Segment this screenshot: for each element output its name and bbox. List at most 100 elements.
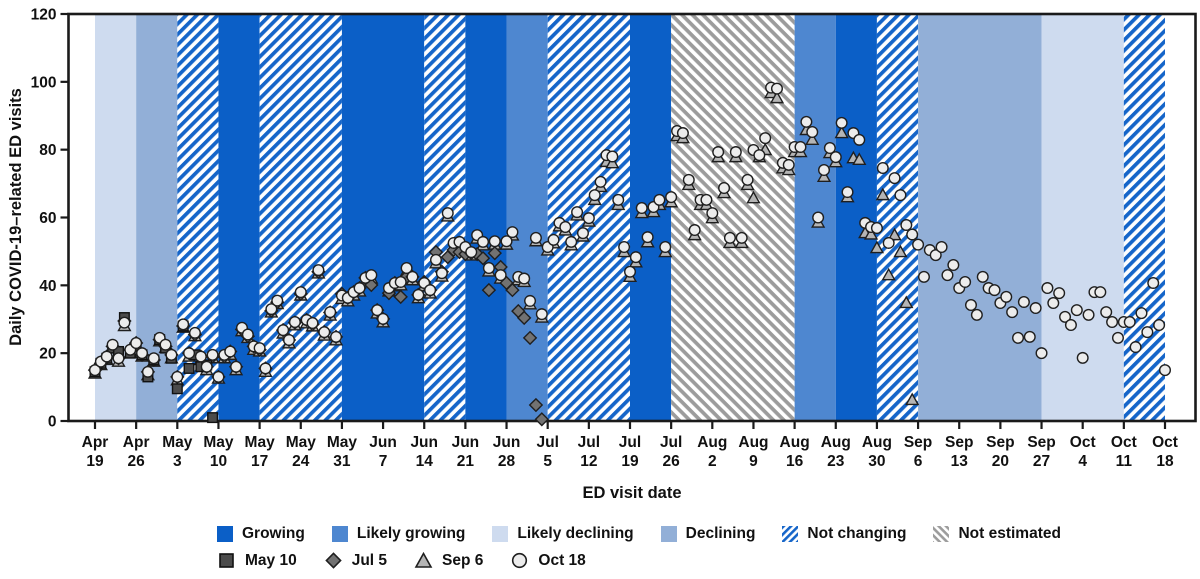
point-circle: [482, 262, 495, 275]
point-circle: [429, 253, 442, 266]
point-square: [183, 362, 195, 374]
point-circle: [870, 222, 883, 235]
point-triangle: [869, 240, 885, 254]
declining-swatch: [660, 525, 677, 542]
point-circle: [141, 365, 154, 378]
x-tick-label: Jul 19: [619, 434, 641, 470]
x-tick-label: Apr 19: [82, 434, 109, 470]
x-tick-label: Jun 28: [493, 434, 521, 470]
point-circle: [712, 146, 725, 159]
point-circle: [947, 258, 960, 271]
point-circle: [753, 149, 766, 162]
point-circle: [853, 133, 866, 146]
band-growing: [835, 14, 877, 421]
point-circle: [823, 141, 836, 154]
x-tick-label: Jul 12: [578, 434, 600, 470]
chart-legend: Growing Likely growing Likely declining Dec…: [217, 520, 1061, 574]
point-circle: [1111, 331, 1124, 344]
point-circle: [1123, 315, 1136, 328]
band-not_changing: [1123, 14, 1165, 421]
band-likely_growing: [506, 14, 548, 421]
point-circle: [318, 326, 331, 339]
legend-item-declining: Declining: [660, 525, 755, 543]
point-circle: [118, 316, 131, 329]
point-circle: [177, 318, 190, 331]
point-circle: [1047, 296, 1060, 309]
point-circle: [206, 348, 219, 361]
point-diamond: [475, 250, 491, 266]
point-diamond: [393, 289, 408, 305]
point-circle: [306, 316, 319, 329]
point-circle: [224, 345, 237, 358]
x-tick-label: Sep 20: [986, 434, 1014, 470]
point-circle: [265, 303, 278, 316]
point-circle: [171, 370, 184, 383]
legend-label: Sep 6: [442, 551, 484, 569]
x-tick-label: Jul 26: [660, 434, 682, 470]
x-tick-label: May 24: [286, 434, 317, 470]
point-circle: [506, 226, 519, 239]
y-axis: 0 20 40 60 80 100 120: [31, 7, 69, 431]
point-triangle: [875, 187, 890, 201]
point-circle: [1006, 306, 1019, 319]
point-circle: [1100, 306, 1113, 319]
point-circle: [1129, 341, 1142, 354]
legend-label: Likely growing: [356, 524, 466, 542]
point-circle: [618, 241, 631, 254]
point-circle: [1064, 319, 1077, 332]
x-tick-label: Jul 5: [536, 434, 558, 470]
y-axis-title: Daily COVID-19–related ED visits: [7, 88, 25, 346]
point-triangle: [905, 392, 920, 406]
point-circle: [147, 352, 160, 365]
point-circle: [900, 218, 913, 231]
point-circle: [394, 275, 407, 288]
point-triangle: [834, 125, 849, 139]
point-circle: [800, 115, 813, 128]
point-circle: [641, 231, 654, 244]
legend-label: May 10: [245, 551, 297, 569]
point-circle: [529, 231, 542, 244]
not-estimated-swatch: [933, 525, 950, 542]
band-declining: [918, 14, 1042, 421]
point-circle: [312, 264, 325, 277]
band-not_changing: [259, 14, 342, 421]
x-tick-label: Sep 6: [904, 434, 932, 470]
legend-row-data-snapshots: May 10 Jul 5 Sep 6 Oct 18: [217, 547, 1061, 574]
point-diamond: [487, 245, 502, 261]
point-circle: [941, 269, 954, 282]
x-tick-label: May 31: [327, 434, 358, 470]
square-marker-icon: [219, 553, 234, 568]
x-tick-label: Jun 21: [452, 434, 480, 470]
point-circle: [1147, 276, 1160, 289]
y-tick-label: 20: [39, 346, 56, 363]
point-circle: [230, 360, 243, 373]
point-circle: [829, 151, 842, 164]
point-circle: [706, 207, 719, 220]
point-circle: [188, 326, 201, 339]
point-circle: [200, 360, 213, 373]
point-diamond: [516, 310, 532, 326]
point-circle: [759, 132, 772, 145]
band-growing: [465, 14, 507, 421]
point-circle: [136, 347, 149, 360]
legend-label: Not estimated: [958, 524, 1061, 542]
point-circle: [165, 348, 178, 361]
point-circle: [353, 282, 366, 295]
point-square: [207, 412, 219, 424]
point-circle: [576, 227, 589, 240]
point-circle: [882, 236, 895, 249]
point-circle: [806, 126, 819, 139]
point-circle: [271, 294, 284, 307]
point-circle: [906, 228, 919, 241]
band-not_estimated: [671, 14, 795, 421]
point-circle: [88, 364, 101, 377]
y-tick-label: 0: [48, 414, 57, 431]
x-tick-label: Aug 30: [862, 434, 892, 470]
legend-item-likely-growing: Likely growing: [331, 524, 466, 543]
point-triangle: [805, 132, 820, 146]
point-circle: [488, 235, 501, 248]
point-circle: [330, 330, 343, 343]
point-circle: [494, 269, 507, 282]
point-diamond: [522, 330, 538, 346]
